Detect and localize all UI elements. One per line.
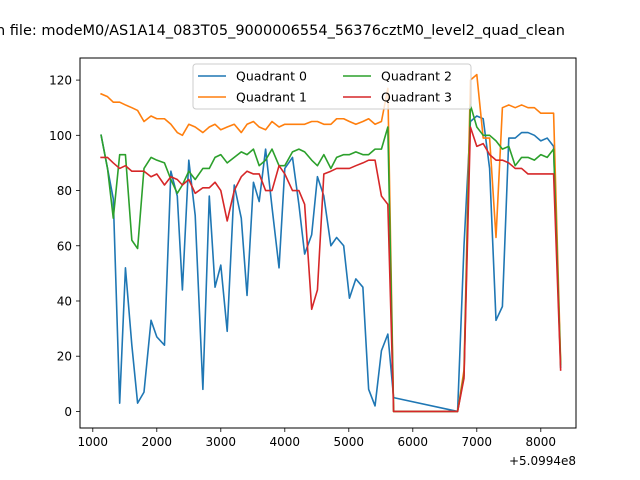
x-tick-label: 3000	[206, 435, 237, 449]
series-line-quadrant-2	[100, 104, 562, 413]
x-tick-label: 5000	[334, 435, 365, 449]
chart-title: n file: modeM0/AS1A14_083T05_9000006554_…	[0, 23, 565, 39]
series-line-quadrant-1	[100, 73, 562, 413]
x-axis-offset-label: +5.0994e8	[509, 454, 576, 468]
legend-label-quadrant-3: Quadrant 3	[381, 90, 452, 105]
y-tick-label: 0	[64, 405, 72, 419]
x-tick-label: 7000	[462, 435, 493, 449]
series-line-quadrant-3	[100, 126, 562, 413]
legend-frame	[192, 63, 472, 110]
axes-frame	[79, 57, 577, 429]
x-tick-label: 8000	[526, 435, 557, 449]
legend-label-quadrant-2: Quadrant 2	[381, 69, 452, 84]
y-tick-label: 20	[57, 350, 72, 364]
series-layer	[100, 73, 562, 413]
y-tick-label: 80	[57, 184, 72, 198]
legend-label-quadrant-0: Quadrant 0	[236, 69, 307, 84]
x-tick-label: 4000	[270, 435, 301, 449]
y-tick-label: 120	[49, 74, 72, 88]
legend: Quadrant 0 Quadrant 1 Quadrant 2 Quadrant 3	[192, 63, 472, 110]
y-tick-label: 100	[49, 129, 72, 143]
y-tick-label: 60	[57, 239, 72, 253]
x-tick-label: 2000	[142, 435, 173, 449]
x-tick-label: 1000	[78, 435, 109, 449]
plot-area	[79, 57, 577, 429]
legend-label-quadrant-1: Quadrant 1	[236, 90, 307, 105]
x-tick-label: 6000	[398, 435, 429, 449]
x-axis: 1000 2000 3000 4000 5000 6000 7000 8000	[78, 428, 557, 449]
y-axis: 0 20 40 60 80 100 120	[49, 74, 80, 419]
series-line-quadrant-0	[100, 115, 562, 413]
y-tick-label: 40	[57, 294, 72, 308]
